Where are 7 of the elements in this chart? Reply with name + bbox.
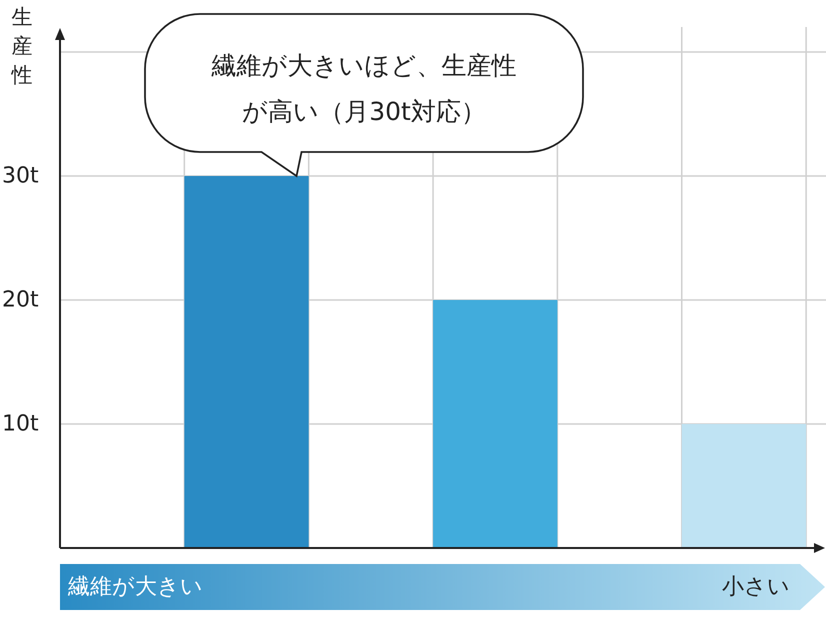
y-tick-label: 10t [2, 412, 39, 436]
annotation: 繊維が大きいほど、生産性が高い（月30t対応） [210, 51, 516, 126]
text: 小さい [722, 574, 790, 600]
y-tick-label: 20t [2, 288, 39, 312]
y-tick-label: 30t [2, 164, 39, 188]
y-axis-title: 生産性 [10, 5, 32, 87]
x-axis-title: 繊維が大きい [67, 574, 203, 600]
